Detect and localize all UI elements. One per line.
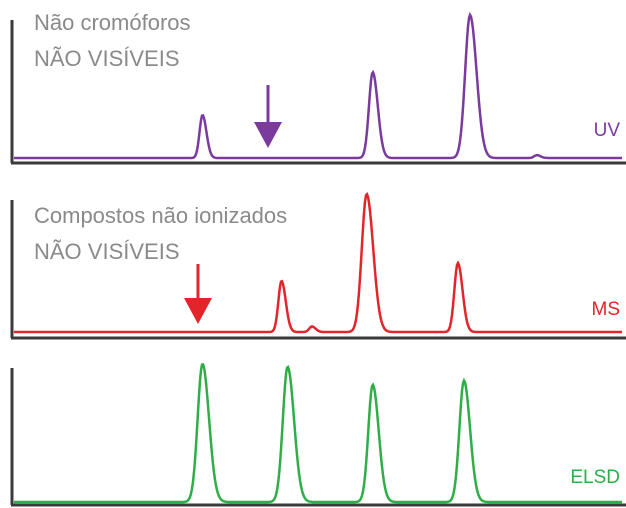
uv-note: Não cromóforos NÃO VISÍVEIS <box>34 5 191 77</box>
uv-note-line-2: NÃO VISÍVEIS <box>34 46 180 71</box>
arrow-head <box>254 122 282 148</box>
ms-note-line-2: NÃO VISÍVEIS <box>34 239 180 264</box>
elsd-trace <box>14 362 622 504</box>
uv-note-line-1: Não cromóforos <box>34 10 191 35</box>
uv-panel: Não cromóforos NÃO VISÍVEIS UV <box>0 0 626 170</box>
ms-note-line-1: Compostos não ionizados <box>34 203 288 228</box>
ms-detector-label: MS <box>591 299 621 320</box>
arrow-head <box>184 298 212 324</box>
ms-chromatogram <box>10 191 626 340</box>
elsd-chromatogram <box>10 362 626 507</box>
ms-trace <box>14 191 622 334</box>
uv-detector-label: UV <box>593 120 620 141</box>
ms-note: Compostos não ionizados NÃO VISÍVEIS <box>34 198 287 270</box>
uv-trace <box>14 12 622 160</box>
uv-chromatogram <box>10 12 626 165</box>
ms-missing-arrow <box>184 264 212 324</box>
uv-missing-arrow <box>254 85 282 148</box>
elsd-panel: ELSD <box>0 350 626 508</box>
elsd-detector-label: ELSD <box>570 467 620 488</box>
ms-panel: Compostos não ionizados NÃO VISÍVEIS MS <box>0 186 626 346</box>
